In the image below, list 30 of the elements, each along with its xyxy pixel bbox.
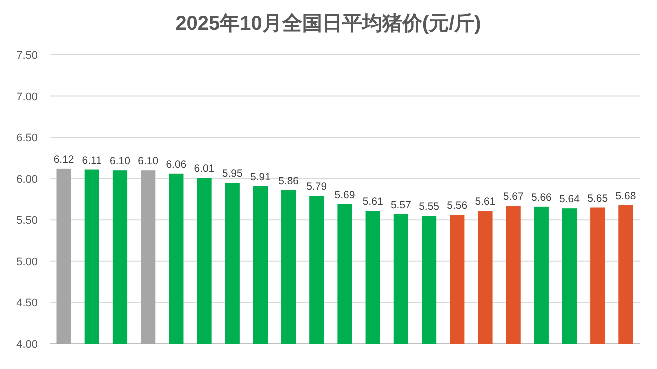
y-tick-label: 7.00: [16, 91, 38, 104]
data-label: 5.69: [334, 189, 356, 202]
data-label: 5.68: [616, 190, 636, 202]
y-tick-label: 7.50: [16, 50, 38, 62]
data-label: 5.95: [222, 168, 243, 180]
y-tick-label: 4.50: [16, 298, 38, 310]
data-label: 5.65: [588, 192, 608, 205]
data-label: 6.12: [54, 154, 74, 166]
data-label: 5.56: [447, 200, 468, 212]
y-tick-label: 5.00: [16, 256, 38, 268]
data-label: 5.61: [475, 196, 496, 208]
data-label: 5.66: [531, 192, 552, 204]
data-label: 5.64: [560, 194, 580, 206]
data-label: 6.11: [82, 154, 102, 167]
y-tick-label: 6.00: [16, 174, 38, 186]
data-label: 5.57: [390, 199, 412, 212]
y-tick-label: 5.50: [16, 215, 38, 228]
title: 2025年10月全国日平均猪价(元/斤): [176, 13, 482, 35]
data-label: 5.86: [278, 175, 300, 188]
data-label: 5.79: [306, 181, 328, 194]
data-label: 5.91: [250, 171, 272, 184]
data-label: 5.61: [362, 196, 384, 208]
data-label: 5.67: [503, 191, 524, 204]
data-label: 6.01: [194, 163, 215, 176]
y-tick-label: 4.00: [16, 339, 38, 351]
data-label: 6.06: [166, 158, 187, 171]
y-tick-label: 6.50: [16, 132, 38, 145]
data-label: 6.10: [110, 156, 131, 168]
data-label: 5.55: [419, 201, 440, 214]
data-label: 6.10: [138, 156, 159, 168]
